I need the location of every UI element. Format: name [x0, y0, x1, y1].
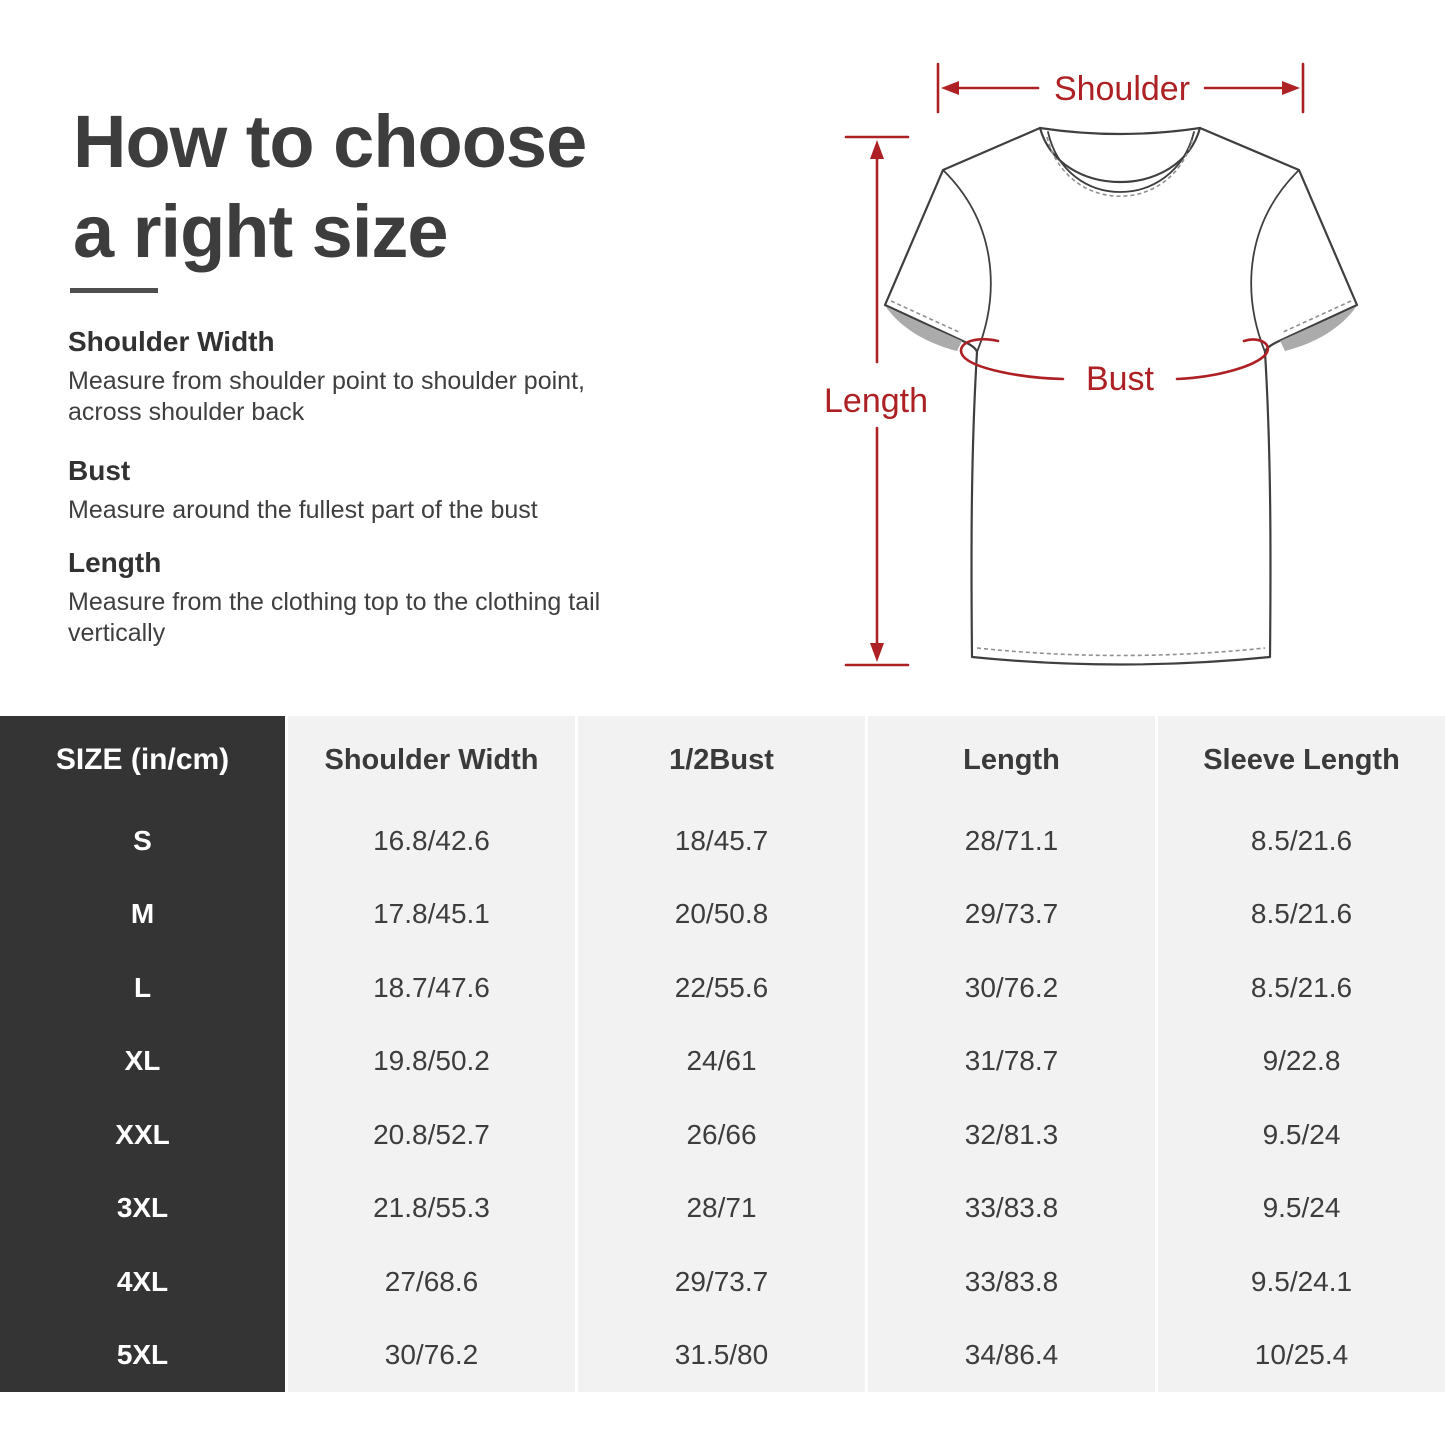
column-header-sleeve-length: Sleeve Length	[1203, 743, 1400, 776]
size-table-column-bust: 1/2Bust 18/45.7 20/50.8 22/55.6 24/61 26…	[578, 716, 865, 1392]
column-header-bust: 1/2Bust	[669, 743, 774, 776]
shoulder-width-description-line1: Measure from shoulder point to shoulder …	[68, 367, 585, 395]
shoulder-width-description-line2: across shoulder back	[68, 398, 305, 426]
length-description-line1: Measure from the clothing top to the clo…	[68, 588, 601, 616]
shoulder-width-value: 16.8/42.6	[373, 824, 490, 856]
size-label: 5XL	[116, 1339, 169, 1371]
sleeve-length-value: 9.5/24.1	[1250, 1265, 1353, 1297]
length-description: Measure from the clothing top to the clo…	[68, 587, 708, 649]
bust-value: 20/50.8	[674, 898, 769, 930]
shoulder-width-value: 19.8/50.2	[373, 1045, 490, 1077]
sleeve-length-value: 10/25.4	[1254, 1339, 1349, 1371]
bust-value: 26/66	[686, 1118, 757, 1150]
size-table-column-shoulder-width: Shoulder Width 16.8/42.6 17.8/45.1 18.7/…	[288, 716, 575, 1392]
shoulder-width-value: 18.7/47.6	[373, 971, 490, 1003]
size-label: 3XL	[116, 1192, 169, 1224]
shoulder-width-description: Measure from shoulder point to shoulder …	[68, 366, 708, 428]
shoulder-label: Shoulder	[1054, 70, 1190, 108]
length-heading: Length	[68, 547, 162, 578]
size-label: 4XL	[116, 1265, 169, 1297]
length-value: 29/73.7	[964, 898, 1059, 930]
size-label: S	[133, 824, 152, 856]
size-table: SIZE (in/cm) S M L XL XXL 3XL 4XL 5XL Sh…	[0, 716, 1445, 1392]
size-label: L	[133, 971, 152, 1003]
bust-value: 28/71	[686, 1192, 757, 1224]
length-label: Length	[824, 382, 928, 420]
sleeve-length-value: 8.5/21.6	[1250, 898, 1353, 930]
arrow-left-icon	[941, 81, 959, 95]
shoulder-width-value: 20.8/52.7	[373, 1118, 490, 1150]
sleeve-underside-shading	[886, 307, 1356, 351]
arrow-right-icon	[1282, 81, 1300, 95]
bust-description: Measure around the fullest part of the b…	[68, 495, 708, 526]
shoulder-width-heading: Shoulder Width	[68, 326, 275, 357]
column-header-shoulder-width: Shoulder Width	[324, 743, 539, 776]
size-label: XXL	[115, 1118, 170, 1150]
size-label: XL	[124, 1045, 161, 1077]
sleeve-length-value: 9.5/24	[1262, 1118, 1341, 1150]
length-value: 28/71.1	[964, 824, 1059, 856]
bust-heading: Bust	[68, 455, 131, 486]
length-value: 32/81.3	[964, 1118, 1059, 1150]
sleeve-length-value: 8.5/21.6	[1250, 971, 1353, 1003]
bust-value: 31.5/80	[674, 1339, 769, 1371]
stitching-lines	[890, 136, 1352, 657]
bust-value: 29/73.7	[674, 1265, 769, 1297]
bust-value: 18/45.7	[674, 824, 769, 856]
measurement-annotations	[844, 62, 1305, 667]
arrow-up-icon	[870, 140, 884, 159]
length-value: 31/78.7	[964, 1045, 1059, 1077]
length-value: 34/86.4	[964, 1339, 1059, 1371]
bust-value: 22/55.6	[674, 971, 769, 1003]
sleeve-length-value: 8.5/21.6	[1250, 824, 1353, 856]
column-header-size: SIZE (in/cm)	[55, 743, 230, 776]
shoulder-width-value: 21.8/55.3	[373, 1192, 490, 1224]
tshirt-outline-icon	[883, 126, 1359, 666]
length-value: 33/83.8	[964, 1192, 1059, 1224]
bust-label: Bust	[1086, 360, 1155, 398]
length-value: 30/76.2	[964, 971, 1059, 1003]
shoulder-width-value: 30/76.2	[384, 1339, 479, 1371]
page-title-line2: a right size	[73, 190, 449, 273]
tshirt-measurement-diagram: Shoulder Length Bust	[824, 62, 1359, 667]
sleeve-length-value: 9/22.8	[1262, 1045, 1341, 1077]
shoulder-width-value: 17.8/45.1	[373, 898, 490, 930]
page-title: How to choose a right size	[73, 97, 587, 277]
size-table-column-size: SIZE (in/cm) S M L XL XXL 3XL 4XL 5XL	[0, 716, 285, 1392]
title-underline	[70, 288, 158, 293]
arrow-down-icon	[870, 643, 884, 662]
column-header-length: Length	[963, 743, 1060, 776]
size-label: M	[130, 898, 155, 930]
size-table-column-sleeve-length: Sleeve Length 8.5/21.6 8.5/21.6 8.5/21.6…	[1158, 716, 1445, 1392]
page-title-line1: How to choose	[73, 100, 587, 183]
length-value: 33/83.8	[964, 1265, 1059, 1297]
bust-value: 24/61	[686, 1045, 757, 1077]
bust-description-line1: Measure around the fullest part of the b…	[68, 496, 538, 524]
shoulder-width-value: 27/68.6	[384, 1265, 479, 1297]
length-description-line2: vertically	[68, 619, 166, 647]
size-table-column-length: Length 28/71.1 29/73.7 30/76.2 31/78.7 3…	[868, 716, 1155, 1392]
sleeve-length-value: 9.5/24	[1262, 1192, 1341, 1224]
